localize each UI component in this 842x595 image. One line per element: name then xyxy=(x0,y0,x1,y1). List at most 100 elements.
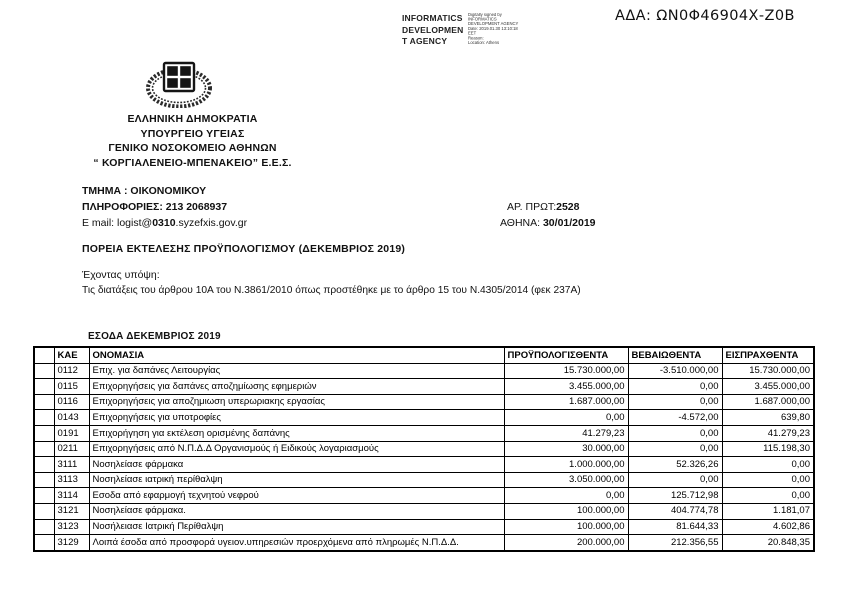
row-collected-amount: 3.455.000,00 xyxy=(721,378,815,395)
table-row: 3111 Νοσηλείασε φάρμακα 1.000.000,00 52.… xyxy=(33,456,815,473)
digital-signature-stamp: INFORMATICS DEVELOPMEN T AGENCY Digitall… xyxy=(402,13,539,60)
row-certified-amount: 0,00 xyxy=(627,378,723,395)
row-account-name: Νοσηλείασε φάρμακα xyxy=(88,456,505,473)
header-kae: ΚΑΕ xyxy=(53,346,90,364)
email-bold-part: 0310 xyxy=(152,217,176,229)
ada-code: ΑΔΑ: ΩΝ0Φ46904Χ-Ζ0Β xyxy=(615,8,795,24)
table-row: 0115 Επιχορηγήσεις για δαπάνες αποζημίωσ… xyxy=(33,378,815,395)
row-budgeted-amount: 0,00 xyxy=(503,487,629,504)
row-collected-amount: 0,00 xyxy=(721,471,815,489)
row-certified-amount: 81.644,33 xyxy=(627,518,723,536)
row-collected-amount: 1.181,07 xyxy=(721,502,815,520)
table-row: 0211 Επιχορηγήσεις από Ν.Π.Δ.Δ Οργανισμο… xyxy=(33,440,815,458)
row-blank-cell xyxy=(33,393,55,411)
document-title: ΠΟΡΕΙΑ ΕΚΤΕΛΕΣΗΣ ΠΡΟΫΠΟΛΟΓΙΣΜΟΥ (ΔΕΚΕΜΒΡ… xyxy=(82,243,406,255)
row-blank-cell xyxy=(33,471,55,489)
row-certified-amount: -4.572,00 xyxy=(627,409,723,426)
row-blank-cell xyxy=(33,409,55,426)
protocol-block: ΑΡ. ΠΡΩΤ:2528 ΑΘΗΝΑ: 30/01/2019 xyxy=(500,199,596,231)
having-regard-line: Έχοντας υπόψη: xyxy=(82,269,160,281)
row-kae-code: 0112 xyxy=(53,362,90,380)
row-kae-code: 0116 xyxy=(53,393,90,411)
row-account-name: Επιχορηγήσεις για αποζημιωση υπερωριακης… xyxy=(88,393,505,411)
table-header-row: ΚΑΕ ΟΝΟΜΑΣΙΑ ΠΡΟΫΠΟΛΟΓΙΣΘΕΝΤΑ ΒΕΒΑΙΩΘΕΝΤ… xyxy=(33,346,815,364)
row-blank-cell xyxy=(33,378,55,395)
table-row: 0191 Επιχορήγηση για εκτέλεση ορισμένης … xyxy=(33,424,815,442)
row-kae-code: 0211 xyxy=(53,440,90,458)
row-certified-amount: 404.774,78 xyxy=(627,502,723,520)
row-blank-cell xyxy=(33,487,55,504)
row-kae-code: 3114 xyxy=(53,487,90,504)
row-blank-cell xyxy=(33,518,55,536)
row-collected-amount: 639,80 xyxy=(721,409,815,426)
info-line: ΠΛΗΡΟΦΟΡΙΕΣ: 213 2068937 xyxy=(82,199,247,215)
row-account-name: Επιχορηγήσεις για υποτροφίες xyxy=(88,409,505,426)
protocol-label: ΑΡ. ΠΡΩΤ: xyxy=(507,201,557,213)
row-account-name: Επιχορηγήσεις από Ν.Π.Δ.Δ Οργανισμούς ή … xyxy=(88,440,505,458)
row-account-name: Επιχ. για δαπάνες Λειτουργίας xyxy=(88,362,505,380)
date-line: ΑΘΗΝΑ: 30/01/2019 xyxy=(500,215,596,231)
row-kae-code: 0115 xyxy=(53,378,90,395)
info-label: ΠΛΗΡΟΦΟΡΙΕΣ: xyxy=(82,201,166,213)
header-certified: ΒΕΒΑΙΩΘΕΝΤΑ xyxy=(627,346,723,364)
greek-coat-of-arms-icon xyxy=(146,61,212,109)
row-collected-amount: 115.198,30 xyxy=(721,440,815,458)
row-kae-code: 3129 xyxy=(53,534,90,552)
row-certified-amount: 0,00 xyxy=(627,424,723,442)
header-budgeted: ΠΡΟΫΠΟΛΟΓΙΣΘΕΝΤΑ xyxy=(503,346,629,364)
row-kae-code: 3113 xyxy=(53,471,90,489)
signature-details: Digitally signed by INFORMATICS DEVELOPM… xyxy=(467,13,518,46)
org-header: ΕΛΛΗΝΙΚΗ ΔΗΜΟΚΡΑΤΙΑ ΥΠΟΥΡΓΕΙΟ ΥΓΕΙΑΣ ΓΕΝ… xyxy=(60,112,325,170)
row-kae-code: 3111 xyxy=(53,456,90,473)
header-collected: ΕΙΣΠΡΑΧΘΕΝΤΑ xyxy=(721,346,815,364)
row-kae-code: 0191 xyxy=(53,424,90,442)
row-account-name: Νοσήλειασε Ιατρική Περίθαλψη xyxy=(88,518,505,536)
row-blank-cell xyxy=(33,456,55,473)
row-budgeted-amount: 3.050.000,00 xyxy=(503,471,629,489)
table-row: 0143 Επιχορηγήσεις για υποτροφίες 0,00 -… xyxy=(33,409,815,426)
row-budgeted-amount: 100.000,00 xyxy=(503,518,629,536)
row-budgeted-amount: 30.000,00 xyxy=(503,440,629,458)
row-blank-cell xyxy=(33,502,55,520)
department-line: ΤΜΗΜΑ : ΟΙΚΟΝΟΜΙΚΟΥ xyxy=(82,185,207,197)
row-budgeted-amount: 15.730.000,00 xyxy=(503,362,629,380)
table-row: 3113 Νοσηλείασε ιατρική περίθαλψη 3.050.… xyxy=(33,471,815,489)
row-collected-amount: 4.602,86 xyxy=(721,518,815,536)
signature-agency-name: INFORMATICS DEVELOPMEN T AGENCY xyxy=(402,13,464,46)
protocol-line: ΑΡ. ΠΡΩΤ:2528 xyxy=(507,199,596,215)
row-collected-amount: 41.279,23 xyxy=(721,424,815,442)
row-budgeted-amount: 0,00 xyxy=(503,409,629,426)
row-kae-code: 3121 xyxy=(53,502,90,520)
row-blank-cell xyxy=(33,440,55,458)
contact-block: ΤΜΗΜΑ : ΟΙΚΟΝΟΜΙΚΟΥ ΠΛΗΡΟΦΟΡΙΕΣ: 213 206… xyxy=(82,183,247,231)
row-blank-cell xyxy=(33,424,55,442)
budget-table: ΚΑΕ ΟΝΟΜΑΣΙΑ ΠΡΟΫΠΟΛΟΓΙΣΘΕΝΤΑ ΒΕΒΑΙΩΘΕΝΤ… xyxy=(33,346,815,552)
row-budgeted-amount: 41.279,23 xyxy=(503,424,629,442)
header-name: ΟΝΟΜΑΣΙΑ xyxy=(88,346,505,364)
row-certified-amount: 125.712,98 xyxy=(627,487,723,504)
row-budgeted-amount: 1.687.000,00 xyxy=(503,393,629,411)
row-account-name: Εσοδα από εφαρμογή τεχνητού νεφρού xyxy=(88,487,505,504)
city-label: ΑΘΗΝΑ: xyxy=(500,217,543,229)
header-blank xyxy=(33,346,55,364)
date-value: 30/01/2019 xyxy=(542,217,596,229)
row-collected-amount: 0,00 xyxy=(721,456,815,473)
row-collected-amount: 0,00 xyxy=(721,487,815,504)
org-line-hospital: ΓΕΝΙΚΟ ΝΟΣΟΚΟΜΕΙΟ ΑΘΗΝΩΝ xyxy=(108,142,277,154)
table-row: 3123 Νοσήλειασε Ιατρική Περίθαλψη 100.00… xyxy=(33,518,815,536)
row-account-name: Επιχορήγηση για εκτέλεση ορισμένης δαπάν… xyxy=(88,424,505,442)
row-certified-amount: -3.510.000,00 xyxy=(627,362,723,380)
protocol-number: 2528 xyxy=(556,201,580,213)
email-line: E mail: logist@0310.syzefxis.gov.gr xyxy=(82,215,247,231)
email-suffix: .syzefxis.gov.gr xyxy=(175,217,248,229)
row-kae-code: 3123 xyxy=(53,518,90,536)
budget-table-body: 0112 Επιχ. για δαπάνες Λειτουργίας 15.73… xyxy=(33,362,815,552)
legal-basis-line: Τις διατάξεις του άρθρου 10Α του Ν.3861/… xyxy=(82,285,581,296)
org-line-ministry: ΥΠΟΥΡΓΕΙΟ ΥΓΕΙΑΣ xyxy=(140,127,245,140)
row-kae-code: 0143 xyxy=(53,409,90,426)
table-caption: ΕΣΟΔΑ ΔΕΚΕΜΒΡΙΟΣ 2019 xyxy=(88,331,221,342)
budget-table-container: ΚΑΕ ΟΝΟΜΑΣΙΑ ΠΡΟΫΠΟΛΟΓΙΣΘΕΝΤΑ ΒΕΒΑΙΩΘΕΝΤ… xyxy=(33,346,815,552)
email-prefix: E mail: logist@ xyxy=(82,217,153,229)
org-line-hospital-name: “ ΚΟΡΓΙΑΛΕΝΕΙΟ-ΜΠΕΝΑΚΕΙΟ” Ε.Ε.Σ. xyxy=(93,156,292,169)
row-blank-cell xyxy=(33,534,55,552)
